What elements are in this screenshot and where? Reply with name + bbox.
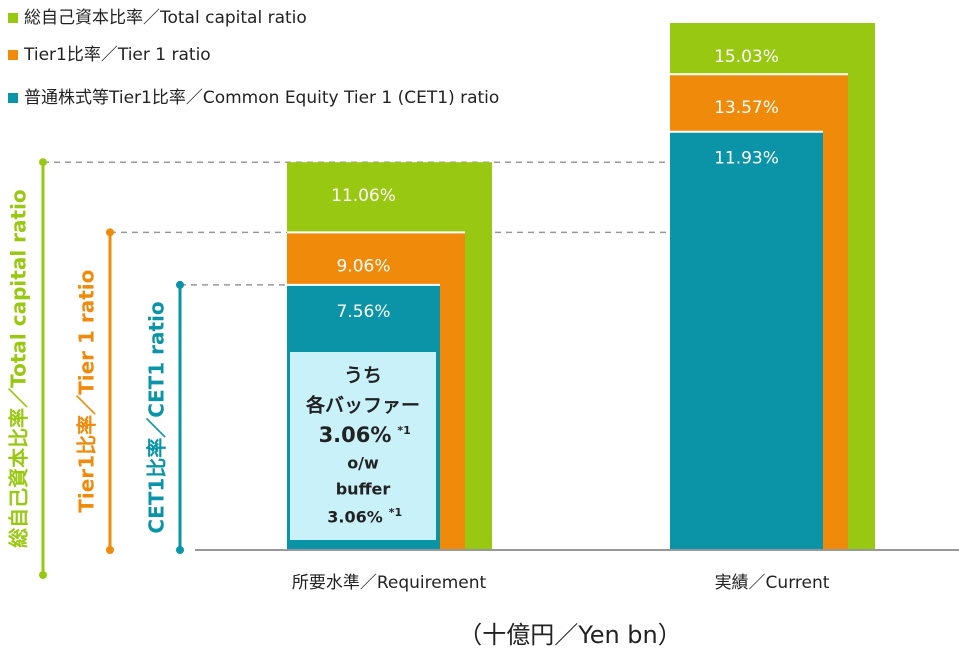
buffer-text: うち <box>344 365 382 387</box>
value-label: 7.56% <box>336 302 390 322</box>
legend-label: 普通株式等Tier1比率／Common Equity Tier 1 (CET1)… <box>24 88 499 108</box>
value-label: 15.03% <box>714 47 779 67</box>
bracket-end <box>176 546 184 554</box>
bracket-end <box>39 571 47 579</box>
legend-swatch <box>8 13 18 23</box>
buffer-text: o/w <box>347 454 379 473</box>
bracket-end <box>176 280 184 289</box>
value-label: 9.06% <box>336 256 390 276</box>
x-tick-label: 所要水準／Requirement <box>292 573 487 593</box>
buffer-box <box>290 352 436 540</box>
bracket-end <box>106 228 114 237</box>
unit-note: （十億円／Yen bn） <box>458 621 682 649</box>
legend-label: 総自己資本比率／Total capital ratio <box>24 8 307 28</box>
buffer-text: 各バッファー <box>305 394 420 417</box>
bracket-label: CET1比率／CET1 ratio <box>145 301 169 533</box>
value-label: 11.93% <box>714 149 779 169</box>
buffer-text: 3.06% <box>319 423 392 447</box>
legend-swatch <box>8 50 18 60</box>
value-label: 11.06% <box>331 186 396 206</box>
bracket-end <box>39 158 47 167</box>
footnote-mark: *1 <box>397 424 410 437</box>
footnote-mark: *1 <box>389 506 402 519</box>
value-label: 13.57% <box>714 98 779 118</box>
x-tick-label: 実績／Current <box>715 573 830 593</box>
bar <box>670 131 823 551</box>
bracket-label: 総自己資本比率／Total capital ratio <box>7 189 31 548</box>
bracket-end <box>106 546 114 554</box>
legend-label: Tier1比率／Tier 1 ratio <box>23 45 211 65</box>
bracket-label: Tier1比率／Tier 1 ratio <box>75 270 99 513</box>
buffer-text: buffer <box>336 480 391 499</box>
legend-swatch <box>8 93 18 103</box>
buffer-text: 3.06% <box>327 508 383 527</box>
